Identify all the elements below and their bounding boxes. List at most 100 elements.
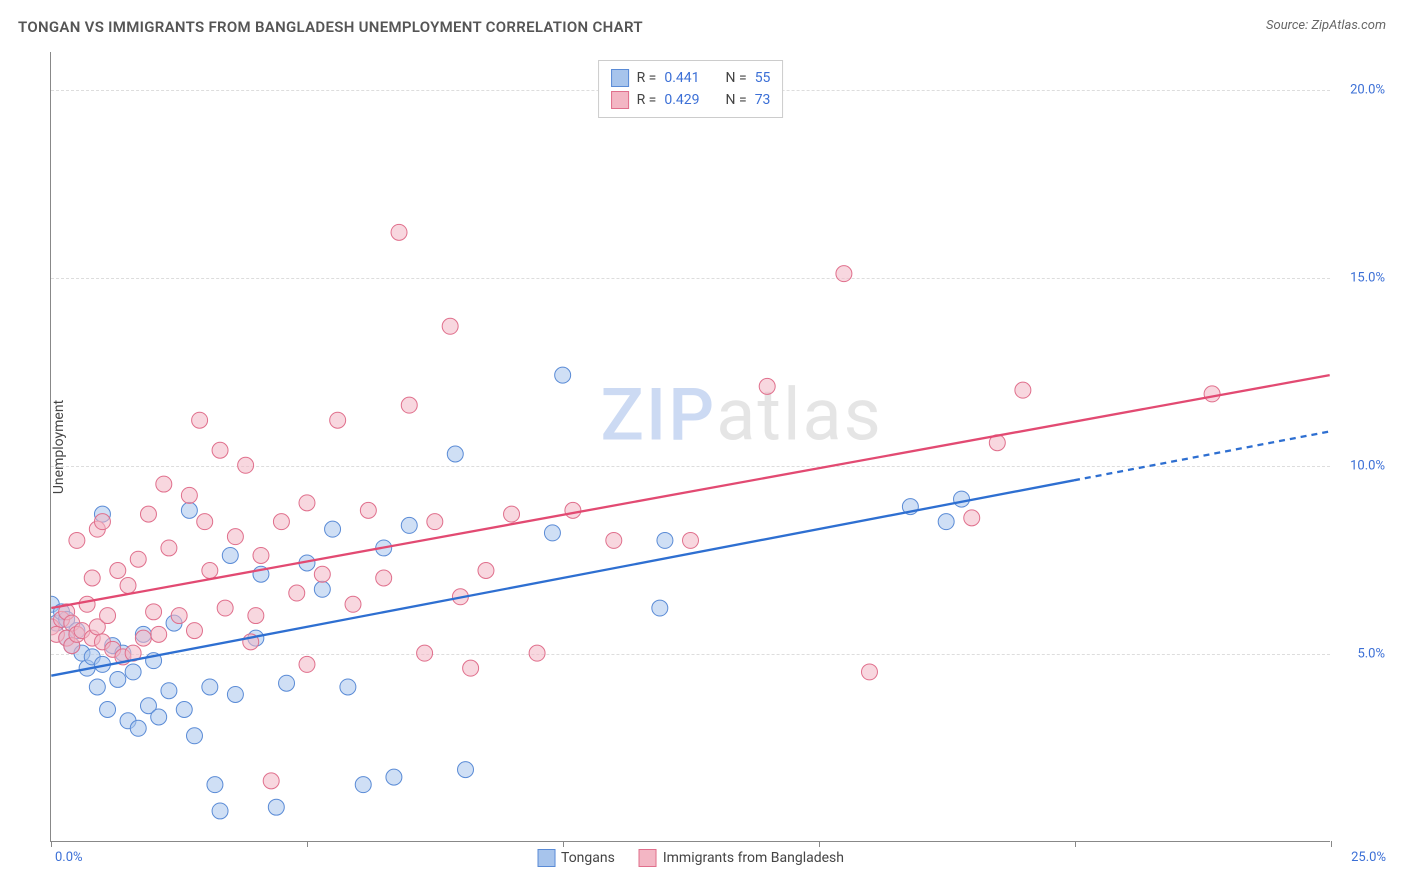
plot-area: ZIPatlas 5.0%10.0%15.0%20.0%0.0%25.0% R … xyxy=(50,52,1330,842)
data-point xyxy=(110,671,126,687)
data-point xyxy=(212,803,228,819)
data-point xyxy=(89,679,105,695)
n-value-series2: 73 xyxy=(755,92,771,108)
data-point xyxy=(212,442,228,458)
swatch-series2-bottom xyxy=(639,849,657,867)
data-point xyxy=(299,656,315,672)
data-point xyxy=(248,608,264,624)
data-point xyxy=(69,532,85,548)
data-point xyxy=(227,529,243,545)
data-point xyxy=(442,318,458,334)
data-point xyxy=(222,547,238,563)
data-point xyxy=(289,585,305,601)
data-point xyxy=(151,626,167,642)
series1-label: Tongans xyxy=(561,850,615,866)
data-point xyxy=(1204,386,1220,402)
data-point xyxy=(156,476,172,492)
data-point xyxy=(176,702,192,718)
data-point xyxy=(84,570,100,586)
data-point xyxy=(299,495,315,511)
data-point xyxy=(954,491,970,507)
data-point xyxy=(130,720,146,736)
data-point xyxy=(202,679,218,695)
data-point xyxy=(79,596,95,612)
data-point xyxy=(227,686,243,702)
swatch-series2 xyxy=(611,91,629,109)
series-legend: Tongans Immigrants from Bangladesh xyxy=(537,849,844,867)
data-point xyxy=(417,645,433,661)
data-point xyxy=(376,570,392,586)
n-label: N = xyxy=(726,92,747,108)
data-point xyxy=(120,578,136,594)
r-label: R = xyxy=(637,92,657,108)
data-point xyxy=(657,532,673,548)
data-point xyxy=(759,378,775,394)
data-point xyxy=(360,502,376,518)
data-point xyxy=(565,502,581,518)
data-point xyxy=(253,547,269,563)
data-point xyxy=(100,702,116,718)
data-point xyxy=(340,679,356,695)
data-point xyxy=(238,457,254,473)
data-point xyxy=(401,397,417,413)
data-point xyxy=(273,514,289,530)
data-point xyxy=(555,367,571,383)
data-point xyxy=(314,581,330,597)
plot-container: Unemployment ZIPatlas 5.0%10.0%15.0%20.0… xyxy=(50,52,1390,842)
data-point xyxy=(146,604,162,620)
data-point xyxy=(504,506,520,522)
chart-title: TONGAN VS IMMIGRANTS FROM BANGLADESH UNE… xyxy=(18,18,643,36)
data-point xyxy=(463,660,479,676)
regression-line-extrapolated xyxy=(1074,431,1330,480)
regression-line xyxy=(51,375,1329,608)
data-point xyxy=(1015,382,1031,398)
r-label: R = xyxy=(637,70,657,86)
data-point xyxy=(94,514,110,530)
data-point xyxy=(263,773,279,789)
data-point xyxy=(355,777,371,793)
data-point xyxy=(279,675,295,691)
data-point xyxy=(135,630,151,646)
data-point xyxy=(140,506,156,522)
data-point xyxy=(130,551,146,567)
data-point xyxy=(606,532,622,548)
swatch-series1 xyxy=(611,69,629,87)
data-point xyxy=(125,664,141,680)
data-point xyxy=(186,623,202,639)
data-point xyxy=(861,664,877,680)
data-point xyxy=(217,600,233,616)
data-point xyxy=(161,540,177,556)
swatch-series1-bottom xyxy=(537,849,555,867)
data-point xyxy=(401,517,417,533)
data-point xyxy=(683,532,699,548)
correlation-legend: R = 0.441 N = 55 R = 0.429 N = 73 xyxy=(598,60,784,118)
data-point xyxy=(652,600,668,616)
data-point xyxy=(836,266,852,282)
data-point xyxy=(181,487,197,503)
data-point xyxy=(330,412,346,428)
legend-row-series2: R = 0.429 N = 73 xyxy=(611,89,771,111)
r-value-series1: 0.441 xyxy=(664,70,699,86)
source-value: ZipAtlas.com xyxy=(1311,18,1386,33)
data-point xyxy=(181,502,197,518)
data-point xyxy=(186,728,202,744)
data-point xyxy=(447,446,463,462)
legend-item-series2: Immigrants from Bangladesh xyxy=(639,849,844,867)
data-point xyxy=(938,514,954,530)
data-point xyxy=(325,521,341,537)
data-point xyxy=(391,224,407,240)
plot-svg xyxy=(51,52,1330,841)
data-point xyxy=(268,799,284,815)
data-point xyxy=(314,566,330,582)
series2-label: Immigrants from Bangladesh xyxy=(663,850,844,866)
r-value-series2: 0.429 xyxy=(664,92,699,108)
data-point xyxy=(207,777,223,793)
legend-item-series1: Tongans xyxy=(537,849,615,867)
data-point xyxy=(544,525,560,541)
data-point xyxy=(427,514,443,530)
y-tick-label: 5.0% xyxy=(1357,646,1385,661)
regression-line xyxy=(51,480,1074,675)
legend-row-series1: R = 0.441 N = 55 xyxy=(611,67,771,89)
data-point xyxy=(386,769,402,785)
n-label: N = xyxy=(726,70,747,86)
